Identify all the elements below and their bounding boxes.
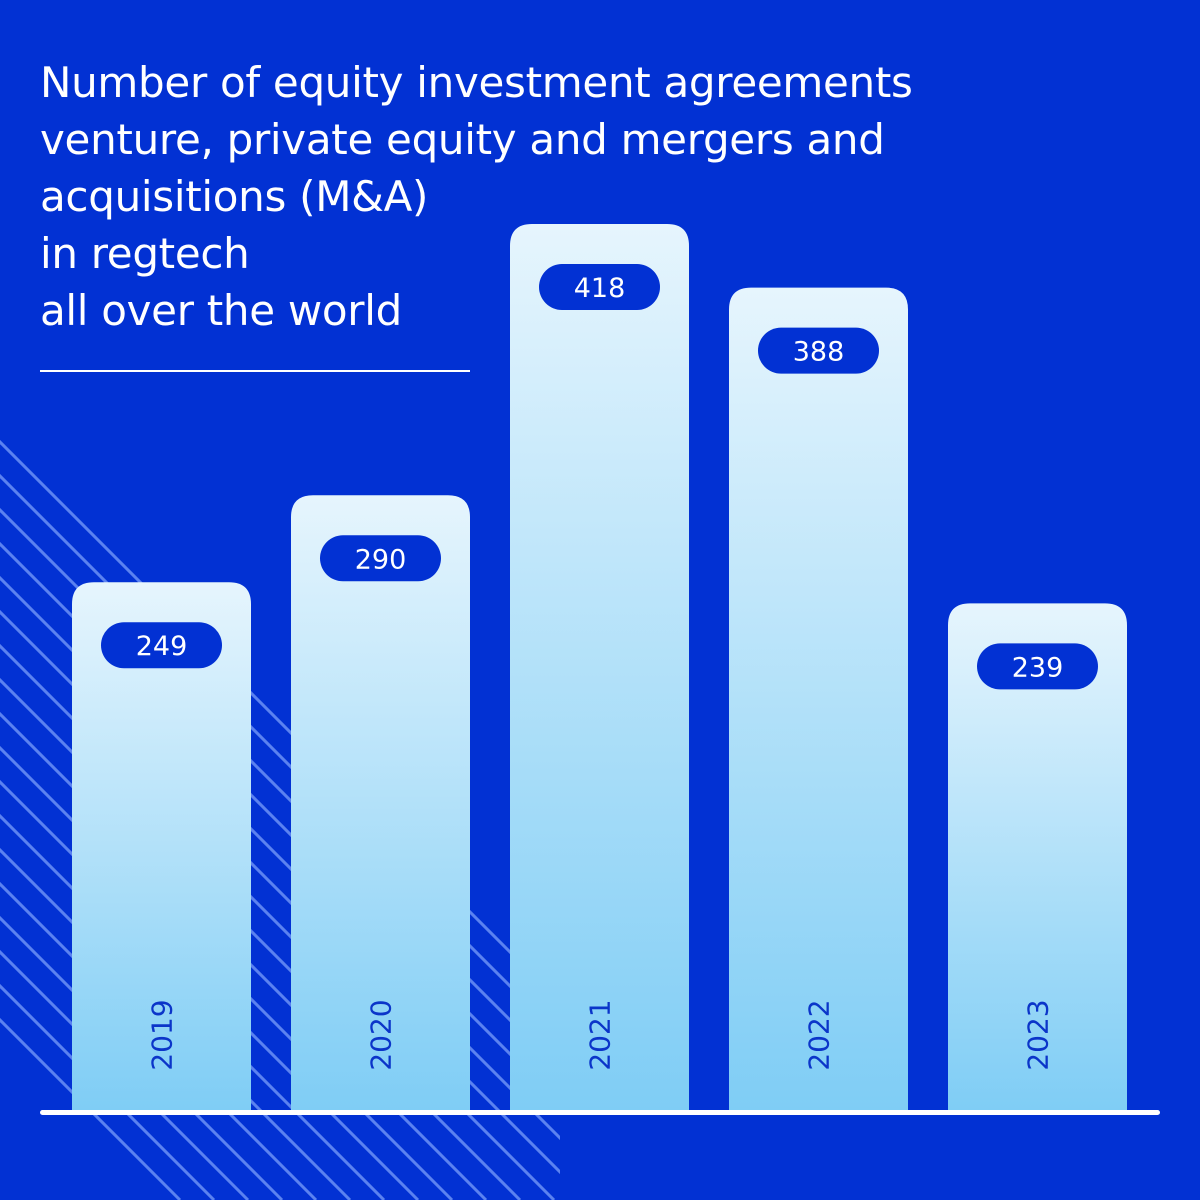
category-label: 2019 <box>146 999 179 1070</box>
value-label-pill <box>758 327 879 374</box>
x-axis-baseline <box>40 1110 1160 1115</box>
title-divider <box>40 370 470 372</box>
value-label: 239 <box>1012 652 1064 683</box>
bar-2022 <box>729 287 908 1111</box>
bar-2020 <box>291 495 470 1110</box>
chart-title: Number of equity investment agreements v… <box>40 54 1000 339</box>
title-line: venture, private equity and mergers and <box>40 115 885 164</box>
stripe-line <box>0 425 182 1200</box>
category-label: 2021 <box>584 999 617 1070</box>
value-label: 290 <box>355 544 407 575</box>
title-line: in regtech <box>40 229 250 278</box>
value-label: 388 <box>793 337 845 368</box>
category-label: 2022 <box>803 999 836 1070</box>
stripe-line <box>0 425 386 1200</box>
value-label: 418 <box>574 273 626 304</box>
title-line: acquisitions (M&A) <box>40 172 429 221</box>
title-line: all over the world <box>40 286 402 335</box>
category-label: 2023 <box>1022 999 1055 1070</box>
value-label-pill <box>977 643 1098 690</box>
title-line: Number of equity investment agreements <box>40 58 913 107</box>
value-label-pill <box>101 622 222 669</box>
value-label: 249 <box>136 631 188 662</box>
bars-group: 249 2019 290 2020 418 2021 388 2022 239 2023 <box>72 224 1127 1111</box>
stripe-line <box>0 425 420 1200</box>
value-label-pill <box>539 264 660 310</box>
category-label: 2020 <box>365 999 398 1070</box>
bar-2023 <box>948 603 1127 1110</box>
bar-2019 <box>72 582 251 1110</box>
value-label-pill <box>320 535 441 582</box>
bar-2021 <box>510 224 689 1110</box>
